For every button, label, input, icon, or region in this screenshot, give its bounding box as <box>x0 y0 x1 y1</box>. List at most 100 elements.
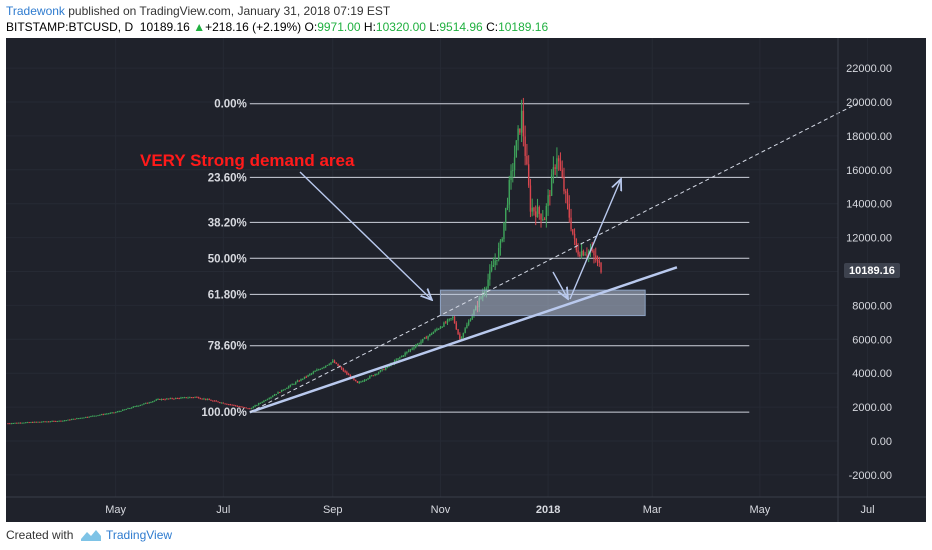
candle-body <box>446 319 449 323</box>
candle-body <box>10 423 13 425</box>
candle-body <box>187 397 189 399</box>
candle-body <box>129 408 131 410</box>
candle-body <box>445 322 447 324</box>
fib-level-label: 78.60% <box>208 341 247 353</box>
fib-retracement: 0.00% 23.60% 38.20% 50.00% 61.80% 78.60% 100.0… <box>201 99 750 419</box>
candle-body <box>469 319 472 322</box>
candle-body <box>266 399 269 401</box>
candle-body <box>559 161 562 170</box>
candle-body <box>429 333 431 337</box>
candle-body <box>413 347 415 349</box>
candle-body <box>400 355 403 358</box>
publish-line: Tradewonk published on TradingView.com, … <box>6 4 390 18</box>
y-tick-label: 6000.00 <box>852 334 892 346</box>
candle-body <box>416 343 419 346</box>
candle-body <box>150 402 152 404</box>
candle-body <box>227 404 230 406</box>
candle-body <box>487 279 489 289</box>
fib-level-label: 23.60% <box>208 172 247 184</box>
time-axis[interactable]: May Jul Sep Nov 2018 Mar May Jul <box>6 496 926 516</box>
candle-body <box>497 247 500 260</box>
candle-body <box>418 343 420 345</box>
candle-body <box>203 398 205 400</box>
candle-body <box>503 222 505 240</box>
candle-body <box>337 363 339 367</box>
candle-body <box>326 364 329 366</box>
price-chart[interactable]: 0.00% 23.60% 38.20% 50.00% 61.80% 78.60% 100.0… <box>6 38 926 522</box>
candle-body <box>141 404 143 406</box>
candle-body <box>342 368 345 372</box>
candle-body <box>231 404 233 406</box>
candle-body <box>441 326 443 328</box>
candle-body <box>568 203 570 218</box>
candle-body <box>67 419 69 421</box>
candle-body <box>319 369 322 371</box>
candle-body <box>51 420 53 422</box>
candle-body <box>9 423 11 425</box>
candle-body <box>353 377 355 380</box>
candle-body <box>65 420 67 422</box>
candle-body <box>224 403 226 405</box>
candle-body <box>185 397 187 399</box>
support-trendline <box>249 266 678 414</box>
candle-body <box>527 164 530 186</box>
x-tick-label: Nov <box>431 504 451 516</box>
author-link[interactable]: Tradewonk <box>6 4 65 18</box>
candle-body <box>70 419 73 421</box>
candle-body <box>323 366 325 368</box>
candle-body <box>219 402 221 404</box>
candle-body <box>26 422 29 424</box>
candle-body <box>584 254 586 256</box>
candle-body <box>63 420 66 422</box>
candle-body <box>160 398 163 400</box>
close-label: C: <box>486 20 499 34</box>
candle-body <box>409 349 412 351</box>
candle-body <box>524 136 526 156</box>
candle-body <box>344 371 346 373</box>
candle-body <box>453 316 456 324</box>
candle-body <box>598 260 600 263</box>
candle-body <box>293 383 295 385</box>
candle-body <box>210 399 212 401</box>
candle-body <box>197 397 200 399</box>
candle-body <box>76 418 78 420</box>
candle-body <box>213 400 216 402</box>
candle-body <box>529 185 532 212</box>
candle-body <box>575 238 578 251</box>
candle-body <box>104 413 106 415</box>
y-tick-label: 16000.00 <box>846 165 892 177</box>
candle-body <box>316 369 318 372</box>
demand-zone-box <box>439 289 646 317</box>
candle-body <box>245 407 247 409</box>
candle-body <box>155 399 157 401</box>
candle-body <box>430 333 433 335</box>
open-value: 9971.00 <box>317 20 361 34</box>
candle-body <box>49 421 52 423</box>
candle-body <box>462 332 465 338</box>
chart-background <box>6 38 926 522</box>
candle-body <box>565 191 567 194</box>
candle-body <box>448 318 450 320</box>
candle-body <box>506 204 509 208</box>
candle-body <box>550 174 553 196</box>
candle-body <box>499 241 502 248</box>
x-tick-label: Mar <box>643 504 662 516</box>
candle-body <box>169 398 172 400</box>
candle-body <box>226 403 228 405</box>
candle-body <box>100 414 103 416</box>
candle-body <box>17 422 20 424</box>
candle-body <box>510 170 512 181</box>
price-axis[interactable]: 24000.00 22000.00 20000.00 18000.00 16000.00… <box>837 38 892 522</box>
tradingview-brand-link[interactable]: TradingView <box>106 528 173 542</box>
candle-body <box>566 193 569 204</box>
candle-body <box>582 250 585 256</box>
candle-body <box>238 406 240 408</box>
candle-body <box>206 399 209 401</box>
candle-body <box>229 404 232 406</box>
candle-body <box>116 411 119 413</box>
candle-body <box>201 398 203 400</box>
candle-body <box>591 250 593 252</box>
candle-body <box>113 412 115 414</box>
candle-body <box>330 362 332 365</box>
high-value: 10320.00 <box>375 20 426 34</box>
